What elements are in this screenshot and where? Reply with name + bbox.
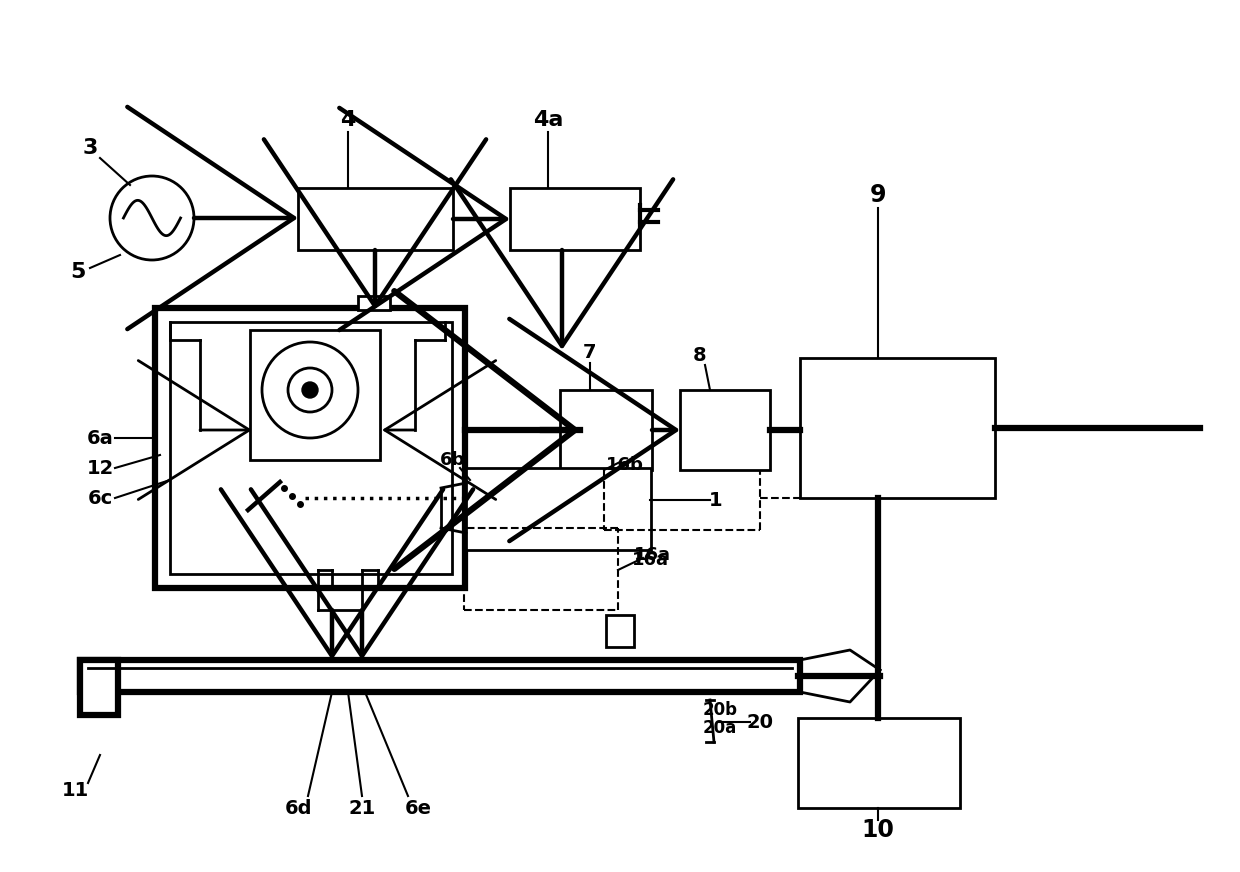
Bar [358,296,391,310]
Bar [81,660,800,692]
Text: 16a: 16a [631,551,668,569]
Text: 6e: 6e [404,799,432,818]
Text: 16b: 16b [606,456,644,474]
Text: 6d: 6d [284,799,311,818]
Bar [510,188,640,250]
Bar [606,615,634,647]
Text: 10: 10 [862,818,894,842]
Text: 20a: 20a [703,719,737,737]
Text: 21: 21 [348,799,376,818]
Bar [81,660,118,715]
Text: 4: 4 [340,110,356,130]
Text: 12: 12 [87,459,114,478]
Text: 1: 1 [709,490,723,509]
Text: 6c: 6c [87,488,113,508]
Bar [250,330,379,460]
Text: 8: 8 [693,345,707,364]
Bar [560,390,652,470]
Text: 5: 5 [71,262,86,282]
Text: 6a: 6a [87,428,113,447]
Text: 16a: 16a [634,546,671,564]
Text: 20: 20 [746,712,774,732]
Bar [799,718,960,808]
Text: 20b: 20b [703,701,738,719]
Text: 6b: 6b [440,451,466,469]
Bar [155,308,465,588]
Text: 11: 11 [61,780,88,800]
Circle shape [303,382,317,398]
Bar [298,188,453,250]
Text: 7: 7 [583,343,596,362]
Bar [800,358,994,498]
Text: 3: 3 [82,138,98,158]
Text: 4a: 4a [533,110,563,130]
Bar [466,468,651,550]
Bar [170,322,453,574]
Bar [680,390,770,470]
Text: 9: 9 [869,183,887,207]
